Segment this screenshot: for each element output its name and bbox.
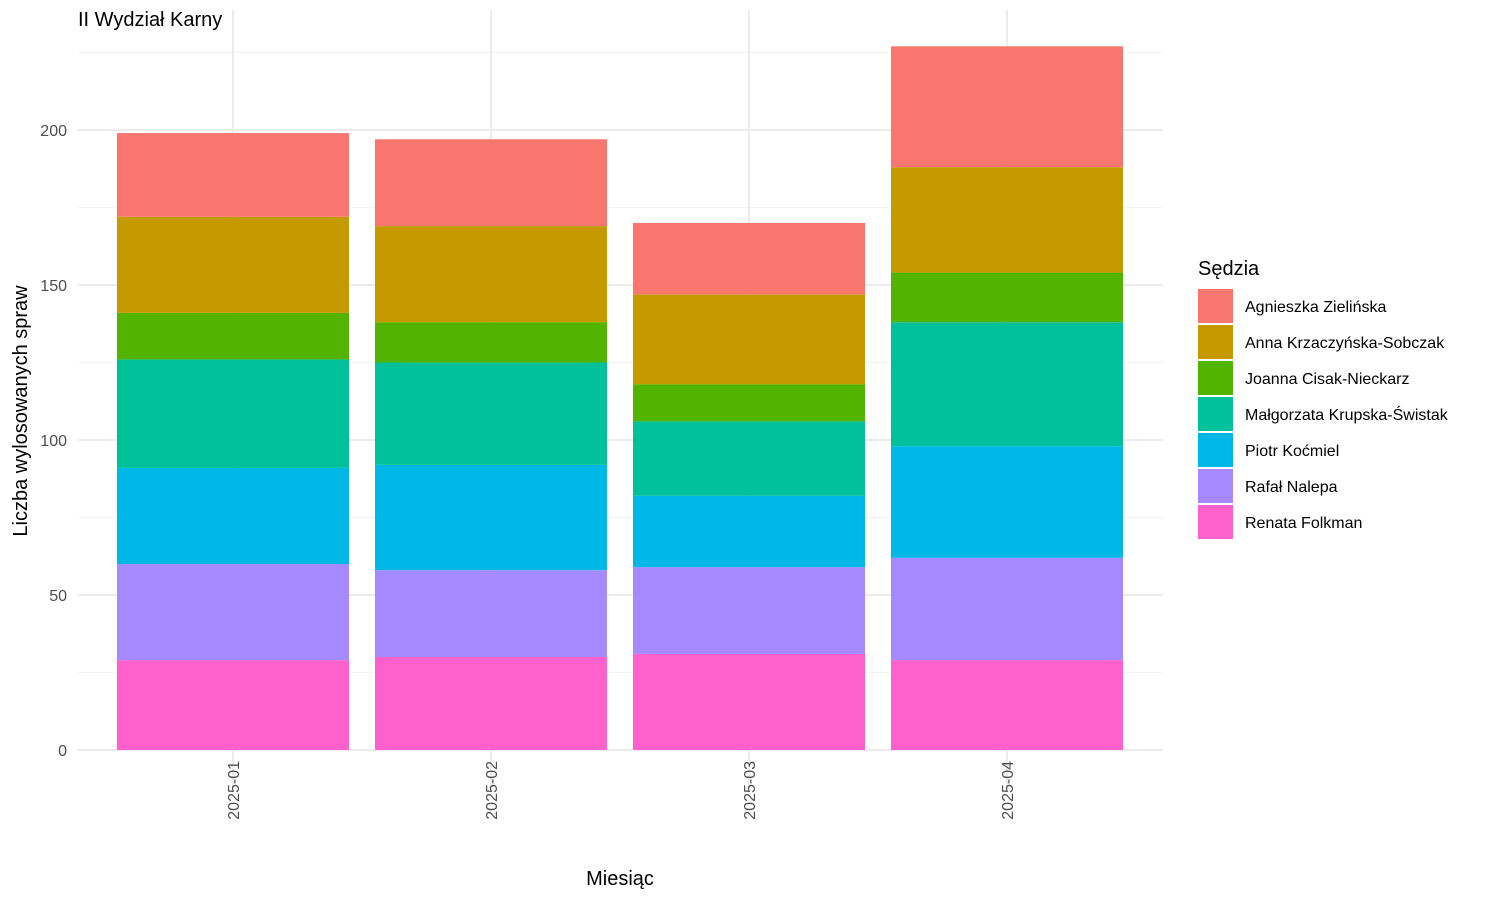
legend-key: [1198, 361, 1233, 395]
legend: Sędzia Agnieszka Zielińska Anna Krzaczyńs…: [1198, 258, 1449, 539]
legend-label: Anna Krzaczyńska-Sobczak: [1245, 335, 1445, 352]
y-axis-title: Liczba wylosowanych spraw: [10, 285, 32, 537]
bar-segment: [117, 359, 349, 468]
bar-segment: [633, 223, 865, 295]
x-tick-label: 2025-03: [742, 761, 759, 820]
bar-segment: [117, 216, 349, 313]
bar-segment: [375, 464, 607, 571]
bar-segment: [375, 362, 607, 465]
bar-segment: [891, 446, 1123, 558]
legend-key: [1198, 469, 1233, 503]
bar-segment: [633, 495, 865, 568]
legend-key: [1198, 505, 1233, 539]
legend-label: Rafał Nalepa: [1245, 479, 1338, 496]
bar-segment: [891, 46, 1123, 168]
legend-label: Agnieszka Zielińska: [1245, 299, 1387, 316]
bar-segment: [375, 226, 607, 323]
x-axis-ticks: 2025-01 2025-02 2025-03 2025-04: [226, 761, 1017, 820]
legend-title: Sędzia: [1198, 258, 1260, 280]
bar-segment: [117, 467, 349, 564]
legend-key: [1198, 289, 1233, 323]
bar-segment: [633, 421, 865, 496]
bar-segment: [117, 312, 349, 360]
y-tick-label: 100: [40, 433, 67, 450]
legend-label: Piotr Koćmiel: [1245, 443, 1339, 460]
legend-label: Małgorzata Krupska-Świstak: [1245, 405, 1449, 424]
bar-segment: [891, 322, 1123, 447]
bar-segment: [375, 570, 607, 657]
bar-segment: [117, 133, 349, 217]
bar-segment: [891, 557, 1123, 661]
legend-items: Agnieszka Zielińska Anna Krzaczyńska-Sobc…: [1198, 289, 1449, 539]
legend-key: [1198, 397, 1233, 431]
bar-segment: [375, 322, 607, 363]
y-tick-label: 50: [49, 588, 67, 605]
bar-segment: [633, 653, 865, 750]
bar-segment: [117, 564, 349, 661]
bar-segment: [375, 139, 607, 227]
bar-segment: [633, 294, 865, 385]
y-tick-label: 150: [40, 278, 67, 295]
legend-key: [1198, 433, 1233, 467]
bars: [117, 46, 1123, 750]
bar-segment: [891, 660, 1123, 750]
bar-segment: [117, 660, 349, 750]
legend-label: Renata Folkman: [1245, 515, 1362, 532]
bar-segment: [633, 384, 865, 422]
x-tick-label: 2025-04: [1000, 761, 1017, 820]
x-tick-label: 2025-01: [226, 761, 243, 820]
y-tick-label: 200: [40, 123, 67, 140]
bar-segment: [891, 272, 1123, 323]
bar-segment: [375, 657, 607, 750]
chart-title: II Wydział Karny: [78, 9, 222, 31]
legend-label: Joanna Cisak-Nieckarz: [1245, 371, 1410, 388]
x-tick-label: 2025-02: [484, 761, 501, 820]
y-axis-ticks: 0 50 100 150 200: [40, 123, 67, 760]
x-axis-title: Miesiąc: [586, 868, 654, 890]
bar-segment: [891, 167, 1123, 273]
bar-segment: [633, 567, 865, 654]
legend-key: [1198, 325, 1233, 359]
y-tick-label: 0: [58, 743, 67, 760]
